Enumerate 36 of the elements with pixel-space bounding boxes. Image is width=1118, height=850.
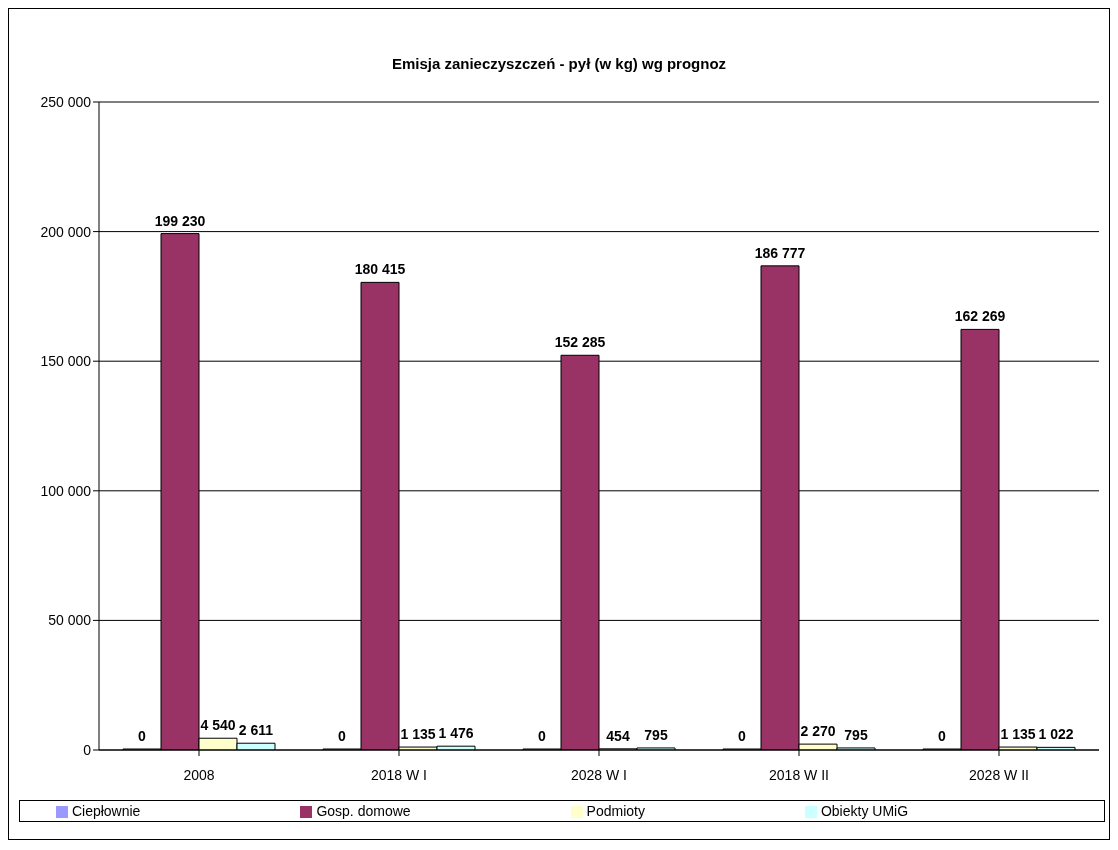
data-label: 795 xyxy=(844,726,868,743)
data-label: 0 xyxy=(938,728,947,744)
data-label: 180 415 xyxy=(354,261,406,278)
data-label: 4 540 xyxy=(200,717,236,734)
y-tick-label: 0 xyxy=(83,741,92,758)
y-tick-label: 100 000 xyxy=(40,482,92,499)
data-label: 0 xyxy=(738,728,747,744)
y-tick-label: 250 000 xyxy=(40,93,92,110)
x-tick-label: 2008 xyxy=(183,766,215,783)
x-tick-label: 2028 W II xyxy=(969,766,1029,783)
data-label: 152 285 xyxy=(554,334,606,351)
x-tick-label: 2028 W I xyxy=(570,766,628,783)
data-label: 0 xyxy=(338,728,347,744)
legend-label: Ciepłownie xyxy=(71,803,141,819)
data-label: 199 230 xyxy=(154,212,206,229)
data-label: 162 269 xyxy=(954,308,1006,325)
data-label: 0 xyxy=(138,728,147,744)
data-label: 1 135 xyxy=(400,726,436,743)
data-label: 2 611 xyxy=(238,722,274,739)
x-tick-label: 2018 W I xyxy=(370,766,428,783)
legend-label: Podmioty xyxy=(586,803,645,819)
data-label: 0 xyxy=(538,728,547,744)
legend-label: Gosp. domowe xyxy=(316,803,411,819)
x-tick-label: 2018 W II xyxy=(769,766,829,783)
y-tick-label: 200 000 xyxy=(40,223,92,240)
data-label: 1 135 xyxy=(1000,726,1036,743)
y-tick-label: 50 000 xyxy=(48,612,92,629)
data-label: 795 xyxy=(644,726,668,743)
data-label: 186 777 xyxy=(754,244,806,261)
y-tick-label: 150 000 xyxy=(40,353,92,370)
chart-title: Emisja zanieczyszczeń - pył (w kg) wg prognoz xyxy=(390,55,728,72)
legend-label: Obiekty UMiG xyxy=(820,803,909,819)
data-label: 2 270 xyxy=(800,723,836,740)
data-label: 1 022 xyxy=(1038,726,1074,743)
data-label: 1 476 xyxy=(438,725,474,742)
data-label: 454 xyxy=(606,727,630,744)
